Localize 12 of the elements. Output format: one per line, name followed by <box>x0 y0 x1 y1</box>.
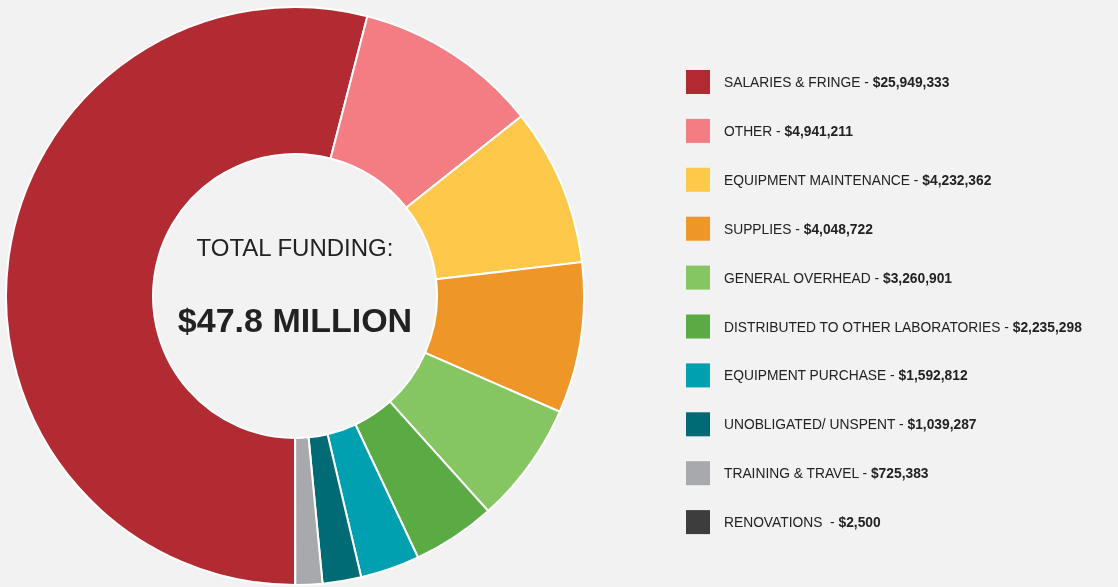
legend-label: EQUIPMENT PURCHASE - $1,592,812 <box>724 368 968 384</box>
legend-label: RENOVATIONS - $2,500 <box>724 515 882 531</box>
legend-label: TRAINING & TRAVEL - $725,383 <box>724 466 929 482</box>
legend-label: GENERAL OVERHEAD - $3,260,901 <box>724 270 953 286</box>
legend-label: SUPPLIES - $4,048,722 <box>724 221 874 237</box>
text: $47.8 MILLION <box>177 301 413 339</box>
text: TOTAL FUNDING: <box>196 234 394 261</box>
legend-label: UNOBLIGATED/ UNSPENT - $1,039,287 <box>724 417 977 433</box>
legend-label: EQUIPMENT MAINTENANCE - $4,232,362 <box>724 172 992 188</box>
legend-label: OTHER - $4,941,211 <box>724 123 854 139</box>
legend-label: SALARIES & FRINGE - $25,949,333 <box>724 75 950 90</box>
legend-label: DISTRIBUTED TO OTHER LABORATORIES - $2,235,298 <box>724 319 1083 335</box>
